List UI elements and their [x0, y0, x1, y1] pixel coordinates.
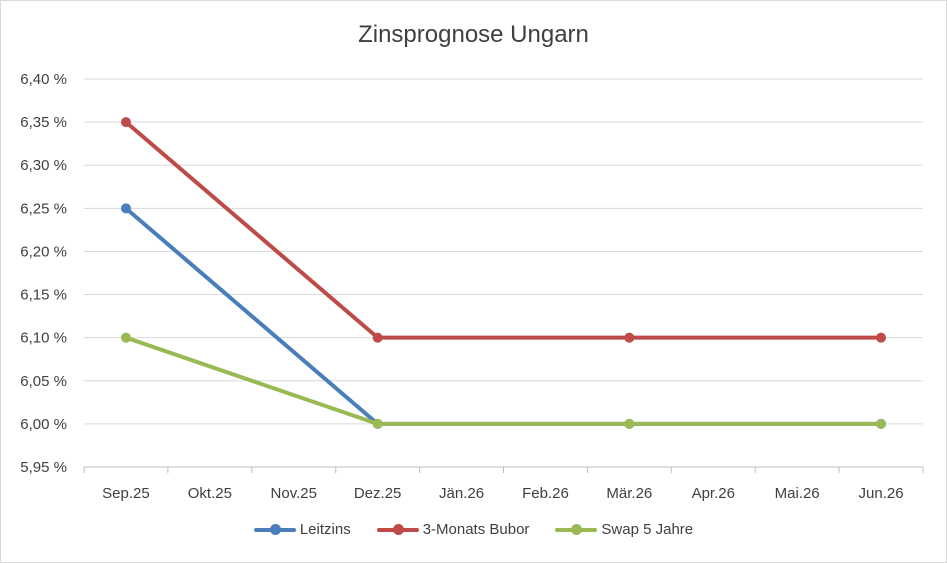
x-tick-label: Nov.25 [271, 485, 317, 502]
y-tick-label: 6,00 % [20, 416, 67, 433]
y-tick-label: 6,10 % [20, 330, 67, 347]
x-tick-label: Apr.26 [692, 485, 735, 502]
data-point [876, 418, 887, 429]
x-tick-label: Jun.26 [859, 485, 904, 502]
y-tick-label: 6,30 % [20, 157, 67, 174]
legend-swatch [253, 523, 296, 535]
y-tick-label: 6,20 % [20, 243, 67, 260]
legend-swatch [376, 523, 419, 535]
y-tick-label: 6,40 % [20, 71, 67, 88]
x-tick-label: Jän.26 [439, 485, 484, 502]
y-tick-label: 6,05 % [20, 373, 67, 390]
legend-item: 3-Monats Bubor [376, 521, 530, 538]
series-line [123, 335, 884, 426]
data-point [372, 332, 383, 343]
legend-label: Swap 5 Jahre [601, 521, 694, 538]
y-tick-label: 6,25 % [20, 200, 67, 217]
x-tick-label: Mai.26 [775, 485, 820, 502]
data-point [372, 418, 383, 429]
legend-item: Leitzins [253, 521, 351, 538]
series-line [123, 206, 884, 426]
x-tick-label: Okt.25 [188, 485, 232, 502]
y-tick-label: 6,35 % [20, 114, 67, 131]
data-point [624, 418, 635, 429]
series-line [123, 120, 884, 340]
x-tick-label: Feb.26 [522, 485, 569, 502]
legend-label: 3-Monats Bubor [422, 521, 530, 538]
x-tick-label: Sep.25 [102, 485, 150, 502]
x-tick-label: Mär.26 [606, 485, 652, 502]
data-point [624, 332, 635, 343]
data-point [120, 203, 131, 214]
legend-swatch [555, 523, 598, 535]
chart-title: Zinsprognose Ungarn [358, 21, 589, 48]
data-point [876, 332, 887, 343]
legend-label: Leitzins [299, 521, 351, 538]
legend-item: Swap 5 Jahre [555, 521, 693, 538]
data-point [120, 117, 131, 128]
x-tick-label: Dez.25 [354, 485, 402, 502]
y-tick-label: 6,15 % [20, 287, 67, 304]
chart-legend: Leitzins 3-Monats Bubor Swap 5 Jahre [1, 521, 946, 538]
data-point [120, 332, 131, 343]
y-tick-label: 5,95 % [20, 459, 67, 476]
